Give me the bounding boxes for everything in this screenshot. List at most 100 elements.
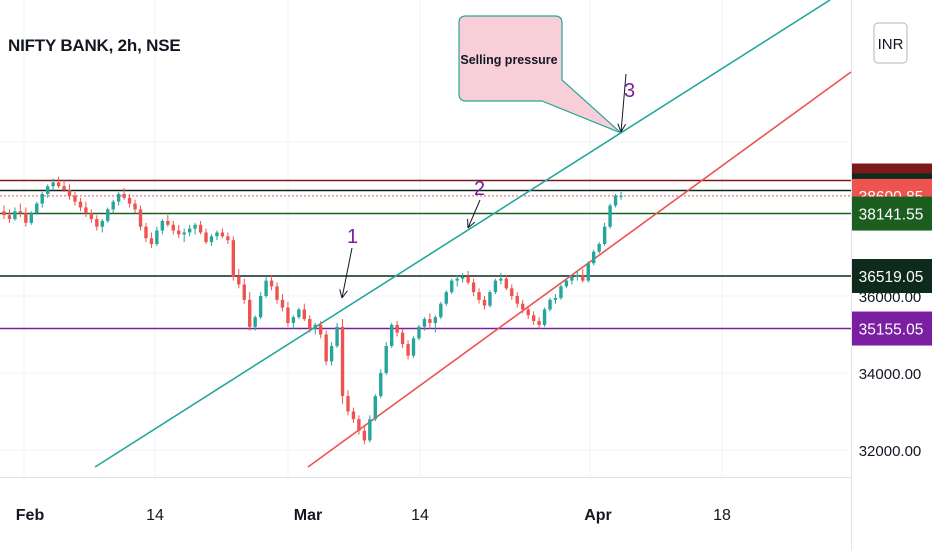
candle	[111, 199, 115, 214]
candle	[209, 234, 214, 246]
candle	[84, 201, 88, 218]
time-tick-label: 14	[146, 507, 164, 524]
time-tick-label: Apr	[584, 507, 612, 524]
candle	[324, 330, 328, 366]
candle	[368, 415, 372, 443]
candle	[411, 336, 416, 358]
candle	[548, 297, 552, 312]
chart-grid	[0, 0, 851, 477]
price-tick-label: 32000.00	[859, 443, 922, 460]
candle	[357, 415, 361, 435]
candle	[395, 321, 399, 337]
candle	[198, 220, 203, 235]
candle	[515, 292, 519, 308]
candle	[444, 290, 448, 306]
candle	[73, 192, 77, 206]
candle	[220, 228, 225, 239]
candle	[40, 192, 44, 208]
level-price-label: 35155.05	[852, 311, 932, 346]
candle	[592, 249, 596, 266]
candle	[100, 219, 104, 233]
svg-text:38141.55: 38141.55	[859, 207, 924, 224]
candle	[269, 274, 274, 291]
selling-pressure-callout[interactable]: Selling pressure	[458, 15, 622, 134]
candle	[602, 222, 607, 246]
time-axis[interactable]: Feb 14 Mar 14 Apr 18	[16, 507, 731, 524]
candle	[488, 290, 492, 308]
candle	[389, 322, 394, 348]
currency-badge[interactable]: INR	[873, 22, 908, 64]
candle	[570, 274, 574, 285]
price-axis[interactable]: 32000.0034000.0036000.0039000.0538740.60…	[852, 22, 932, 460]
candle	[466, 270, 470, 285]
candle	[204, 228, 208, 245]
candle	[351, 407, 356, 424]
candle	[586, 261, 590, 283]
candle	[89, 209, 94, 223]
candle	[340, 319, 345, 404]
candle	[144, 222, 148, 243]
candle	[177, 224, 181, 239]
candle	[160, 219, 165, 235]
candle	[182, 228, 186, 243]
candle	[95, 215, 99, 231]
candle	[521, 299, 525, 314]
candle	[67, 184, 72, 200]
candle	[417, 324, 421, 341]
candles	[2, 176, 623, 445]
candle	[253, 315, 257, 331]
candle	[313, 322, 317, 335]
candle	[504, 274, 509, 291]
candle	[275, 282, 279, 304]
candle	[499, 272, 503, 285]
candle	[482, 296, 487, 310]
candle	[127, 193, 132, 208]
annotation-label-3: 3	[624, 80, 635, 102]
time-tick-label: 14	[411, 507, 429, 524]
candle	[138, 205, 143, 231]
candle	[455, 274, 459, 287]
candle	[215, 230, 219, 241]
candle	[379, 369, 383, 399]
annotation-label-2: 2	[474, 178, 485, 200]
chart-title: NIFTY BANK, 2h, NSE	[8, 36, 181, 55]
candle	[193, 222, 197, 235]
candle	[553, 294, 558, 304]
candle	[237, 269, 241, 289]
trendline-teal	[94, 0, 831, 468]
candle	[242, 278, 246, 304]
candle	[450, 278, 454, 295]
candle	[559, 284, 563, 300]
annotation-arrow-3	[617, 73, 627, 133]
price-tick-label: 36000.00	[859, 289, 922, 306]
candle	[564, 278, 569, 289]
candle	[231, 236, 236, 281]
candle	[248, 292, 252, 331]
candle	[493, 278, 498, 295]
price-axis-separator	[851, 0, 852, 550]
candle	[510, 284, 514, 300]
candle	[346, 390, 350, 416]
candle	[56, 176, 61, 189]
candle	[308, 315, 312, 333]
candle	[581, 269, 585, 283]
candle	[400, 328, 405, 348]
candle	[62, 180, 66, 193]
annotation-arrow-2	[467, 199, 481, 229]
callout-text: Selling pressure	[460, 53, 557, 67]
candle	[155, 226, 159, 246]
candle	[619, 192, 623, 200]
candle	[29, 211, 33, 225]
candle	[149, 232, 154, 248]
candle	[78, 197, 83, 212]
time-tick-label: Feb	[16, 507, 45, 524]
candle	[433, 315, 438, 333]
candle	[291, 315, 296, 329]
candle	[116, 192, 121, 206]
candle	[171, 220, 175, 235]
candle	[24, 207, 28, 227]
candle	[613, 193, 618, 208]
candle	[471, 278, 476, 296]
svg-text:35155.05: 35155.05	[859, 322, 924, 339]
